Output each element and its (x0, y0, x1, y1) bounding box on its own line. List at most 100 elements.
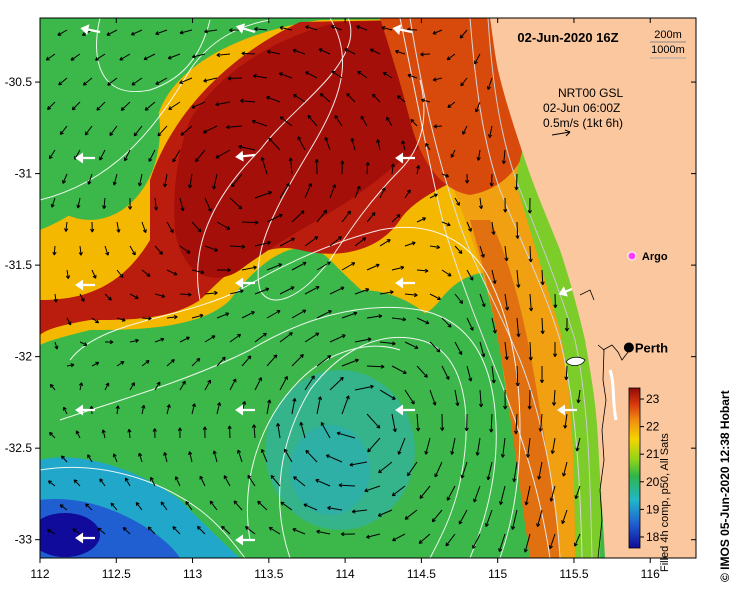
current-arrow (216, 267, 231, 273)
current-arrow (354, 237, 367, 247)
current-arrow (179, 29, 193, 35)
current-arrow (421, 98, 431, 103)
current-arrow (227, 425, 232, 439)
current-arrow (215, 101, 231, 107)
land-mass (490, 18, 696, 559)
current-arrow (191, 221, 202, 233)
current-arrow (382, 71, 393, 79)
current-arrow (279, 375, 288, 391)
current-arrow (391, 317, 407, 322)
current-arrow (445, 533, 456, 547)
current-arrow (154, 381, 161, 391)
current-arrow (66, 317, 72, 326)
current-arrow (180, 125, 193, 136)
current-arrow (386, 116, 393, 127)
current-arrow (47, 529, 56, 535)
current-arrow (550, 437, 556, 455)
current-arrow (357, 70, 368, 79)
current-arrow (260, 156, 268, 175)
plot-frame (39, 17, 697, 559)
current-arrow (251, 119, 268, 127)
sea-level-contours (40, 18, 521, 558)
current-arrow (329, 184, 337, 199)
current-arrow (504, 245, 509, 262)
drift-arrow-head (557, 404, 566, 416)
current-arrow (116, 221, 121, 233)
current-arrow (122, 527, 131, 535)
current-arrow (266, 263, 283, 271)
current-arrow (79, 341, 88, 346)
current-arrow (459, 29, 468, 39)
current-arrow (191, 101, 206, 109)
current-arrow (478, 389, 484, 408)
current-arrow (341, 262, 356, 271)
current-arrow (66, 363, 75, 368)
current-arrow (489, 173, 494, 187)
current-arrow (148, 149, 156, 162)
current-arrow (378, 461, 393, 474)
current-arrow (147, 526, 156, 535)
current-arrow (491, 317, 497, 334)
current-arrow (279, 25, 293, 31)
current-arrow (479, 245, 485, 258)
drift-arrow-head (235, 150, 244, 162)
current-arrow (59, 125, 68, 135)
current-arrow (504, 341, 509, 360)
y-tick-label: -32 (15, 350, 33, 364)
current-arrow (404, 509, 418, 520)
colorbar-tick-label: 21 (646, 447, 660, 461)
current-arrow (351, 509, 368, 514)
current-arrow (346, 93, 356, 103)
current-arrow (489, 413, 494, 433)
current-arrow (204, 197, 212, 212)
current-arrow (179, 292, 192, 297)
current-arrow (419, 485, 431, 499)
current-arrow (168, 101, 181, 110)
y-tick-label: -32.5 (5, 441, 33, 455)
current-arrow (257, 500, 268, 511)
current-arrow (78, 382, 84, 391)
current-arrow (305, 25, 318, 31)
current-arrow (524, 485, 531, 506)
current-arrow (516, 317, 521, 338)
current-arrow (199, 475, 206, 487)
current-arrow (315, 478, 331, 487)
current-arrow (366, 263, 380, 271)
current-arrow (245, 526, 256, 535)
current-arrow (266, 213, 283, 223)
current-arrow (416, 317, 430, 325)
current-arrow (450, 149, 456, 158)
current-arrow (304, 332, 320, 343)
current-arrow (166, 221, 174, 234)
current-arrow (349, 461, 368, 467)
current-arrow (292, 48, 306, 55)
current-arrow (486, 77, 493, 90)
current-arrow (299, 421, 306, 439)
current-arrow (87, 173, 93, 185)
surface-current-arrows (45, 25, 581, 553)
current-arrow (336, 431, 356, 439)
current-arrow (216, 221, 231, 230)
current-arrow (429, 293, 441, 300)
current-arrow (127, 197, 133, 210)
current-arrow (316, 261, 331, 271)
current-arrow (341, 358, 359, 367)
current-arrow (391, 214, 401, 223)
colorbar-tick-label: 19 (646, 502, 660, 516)
current-arrow (473, 485, 481, 503)
current-arrow (466, 365, 473, 382)
current-arrow (475, 437, 481, 456)
current-arrow (116, 269, 124, 278)
current-arrow (549, 485, 556, 502)
current-arrow (204, 29, 218, 34)
current-arrow (511, 509, 518, 530)
perth-marker: Perth (623, 340, 668, 355)
current-arrow (227, 76, 243, 81)
drift-arrow-head (395, 277, 404, 289)
current-arrow (537, 461, 543, 480)
current-arrow (404, 292, 418, 298)
current-arrow (424, 437, 431, 455)
current-arrow (425, 142, 431, 151)
current-arrow (447, 101, 456, 108)
current-arrow (266, 399, 272, 415)
